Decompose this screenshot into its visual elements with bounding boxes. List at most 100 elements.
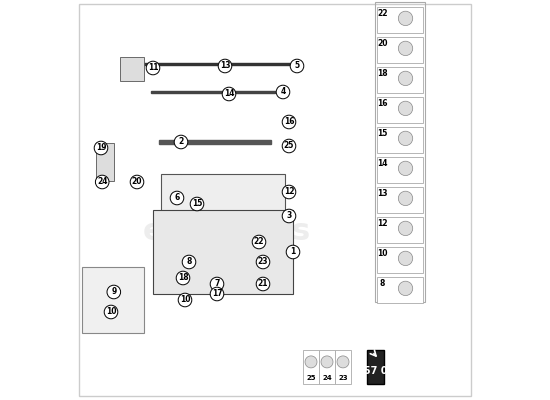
FancyBboxPatch shape (377, 98, 423, 123)
Text: 1: 1 (290, 248, 296, 256)
Text: 11: 11 (148, 64, 158, 72)
FancyBboxPatch shape (377, 38, 423, 63)
Text: 2: 2 (178, 138, 184, 146)
Circle shape (286, 245, 300, 259)
Circle shape (398, 11, 412, 26)
Circle shape (398, 221, 412, 236)
Circle shape (256, 255, 270, 269)
Circle shape (95, 175, 109, 189)
FancyArrow shape (159, 140, 271, 144)
Text: 21: 21 (258, 280, 268, 288)
Circle shape (398, 71, 412, 86)
Circle shape (398, 161, 412, 176)
FancyArrow shape (143, 63, 295, 65)
FancyArrow shape (151, 91, 275, 93)
Circle shape (305, 356, 317, 368)
Text: 14: 14 (377, 160, 387, 168)
Text: 8: 8 (379, 280, 385, 288)
Circle shape (210, 277, 224, 291)
Circle shape (321, 356, 333, 368)
Circle shape (282, 139, 296, 153)
Circle shape (182, 255, 196, 269)
Circle shape (210, 287, 224, 301)
Text: 12: 12 (284, 188, 294, 196)
Text: 15: 15 (192, 200, 202, 208)
Circle shape (174, 135, 188, 149)
Circle shape (170, 191, 184, 205)
Circle shape (252, 235, 266, 249)
FancyBboxPatch shape (120, 57, 144, 81)
FancyBboxPatch shape (377, 128, 423, 153)
Text: 18: 18 (377, 70, 388, 78)
Text: 3: 3 (287, 212, 292, 220)
FancyBboxPatch shape (377, 248, 423, 273)
Text: 24: 24 (322, 375, 332, 381)
Text: 17: 17 (212, 290, 222, 298)
Text: 20: 20 (132, 178, 142, 186)
Text: 7: 7 (214, 280, 219, 288)
Text: 19: 19 (96, 144, 106, 152)
Circle shape (282, 185, 296, 199)
Text: 13: 13 (220, 62, 230, 70)
Circle shape (337, 356, 349, 368)
FancyBboxPatch shape (377, 8, 423, 33)
Text: 20: 20 (377, 40, 387, 48)
Text: 22: 22 (377, 10, 387, 18)
FancyBboxPatch shape (153, 210, 293, 294)
Text: 25: 25 (284, 142, 294, 150)
Circle shape (190, 197, 204, 211)
Circle shape (398, 281, 412, 296)
FancyBboxPatch shape (335, 350, 351, 384)
Circle shape (290, 59, 304, 73)
Text: 15: 15 (377, 130, 387, 138)
Circle shape (282, 115, 296, 129)
Text: 857 03: 857 03 (357, 366, 394, 376)
Text: 10: 10 (180, 296, 190, 304)
Text: 23: 23 (258, 258, 268, 266)
Text: europarts: europarts (143, 218, 311, 246)
Circle shape (146, 61, 160, 75)
FancyBboxPatch shape (367, 350, 384, 384)
FancyBboxPatch shape (96, 143, 114, 181)
FancyBboxPatch shape (377, 68, 423, 93)
Circle shape (176, 271, 190, 285)
Circle shape (398, 191, 412, 206)
Circle shape (398, 251, 412, 266)
Text: 13: 13 (377, 190, 387, 198)
Text: 6: 6 (174, 194, 180, 202)
FancyBboxPatch shape (377, 188, 423, 213)
Circle shape (178, 293, 192, 307)
Text: 10: 10 (106, 308, 116, 316)
Text: 12: 12 (377, 220, 387, 228)
Text: 14: 14 (224, 90, 234, 98)
Text: 16: 16 (377, 100, 387, 108)
Circle shape (104, 305, 118, 319)
Text: 23: 23 (338, 375, 348, 381)
Circle shape (398, 101, 412, 116)
Text: 22: 22 (254, 238, 264, 246)
Circle shape (398, 131, 412, 146)
Circle shape (398, 41, 412, 56)
Text: 5: 5 (294, 62, 300, 70)
Text: 24: 24 (97, 178, 107, 186)
Text: a passion since 1985: a passion since 1985 (161, 254, 293, 266)
FancyBboxPatch shape (303, 350, 318, 384)
Text: 8: 8 (186, 258, 192, 266)
Text: 9: 9 (111, 288, 117, 296)
Text: 10: 10 (377, 250, 387, 258)
Circle shape (107, 285, 120, 299)
Circle shape (282, 209, 296, 223)
FancyBboxPatch shape (82, 267, 144, 333)
FancyBboxPatch shape (161, 174, 285, 226)
Circle shape (256, 277, 270, 291)
Text: 18: 18 (178, 274, 188, 282)
Text: 25: 25 (306, 375, 316, 381)
Circle shape (218, 59, 232, 73)
FancyBboxPatch shape (377, 278, 423, 303)
Circle shape (222, 87, 236, 101)
FancyBboxPatch shape (377, 158, 423, 183)
Text: 4: 4 (280, 88, 285, 96)
Text: 16: 16 (284, 118, 294, 126)
Circle shape (130, 175, 144, 189)
Circle shape (94, 141, 108, 155)
